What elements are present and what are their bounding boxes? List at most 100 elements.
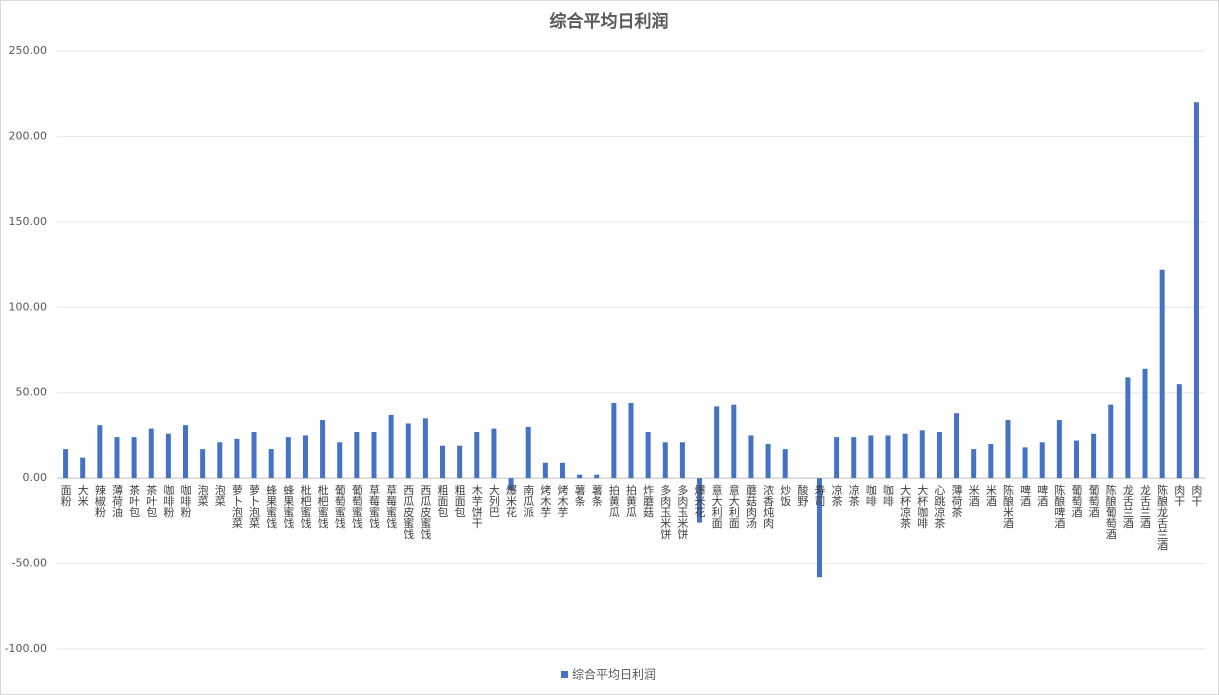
x-tick-label: 大米 [76, 483, 89, 507]
bar [919, 430, 925, 479]
x-tick-label: 大杯咖啡 [916, 483, 929, 528]
x-tick-label: 粗面包 [453, 484, 466, 517]
x-tick-label: 米酒 [984, 484, 997, 507]
y-tick-label: 150.00 [9, 215, 48, 228]
x-tick-label: 葡萄蜜饯 [333, 484, 346, 528]
bar [971, 449, 977, 479]
bar [542, 462, 548, 479]
x-tick-label: 酸野 [796, 483, 809, 506]
x-tick-label: 陈酿葡萄酒 [1104, 483, 1117, 540]
x-tick-label: 葡萄酒 [1087, 484, 1100, 518]
bar [234, 438, 240, 479]
y-tick-label: 50.00 [16, 386, 48, 399]
bar [371, 432, 377, 479]
x-tick-label: 蜂果蜜饯 [265, 483, 278, 528]
x-tick-label: 葡萄蜜饯 [350, 484, 363, 528]
y-tick-label: 250.00 [9, 44, 48, 57]
x-tick-label: 草莓蜜饯 [367, 484, 380, 528]
x-tick-label: 龙舌兰酒 [1121, 484, 1134, 529]
x-tick-label: 辣椒粉 [93, 483, 106, 517]
bar [885, 435, 891, 479]
x-tick-label: 大列巴 [487, 483, 500, 517]
bar [1193, 102, 1199, 479]
x-tick-label: 米酒 [967, 484, 980, 507]
bar [611, 402, 617, 479]
x-tick-label: 烤木芋 [539, 483, 552, 517]
bar [851, 437, 857, 479]
x-tick-label: 浓香炖肉 [762, 484, 775, 528]
x-tick-label: 意大利面 [727, 483, 740, 528]
x-tick-label: 凉茶 [830, 483, 843, 506]
x-tick-label: 拍黄瓜 [625, 483, 638, 517]
chart-title: 综合平均日利润 [550, 11, 669, 32]
x-tick-label: 萝卜泡菜 [230, 484, 243, 529]
x-tick-label: 咖啡粉 [179, 483, 192, 517]
x-tick-label: 炒饭 [779, 484, 792, 507]
bar [1142, 368, 1148, 479]
x-tick-label: 心跳凉茶 [933, 484, 946, 528]
bar [679, 442, 685, 479]
x-tick-label: 蘑菇肉汤 [744, 484, 757, 529]
bar [594, 474, 600, 479]
x-tick-label: 面粉 [59, 484, 72, 506]
bar [731, 404, 737, 479]
x-tick-label: 枇杷蜜饯 [316, 483, 329, 528]
x-tick-label: 多肉玉米饼 [676, 483, 689, 540]
bar [165, 433, 171, 479]
y-tick-label: 100.00 [9, 300, 48, 313]
x-tick-label: 炸蘑菇 [642, 484, 655, 518]
bar [457, 445, 463, 479]
x-tick-label: 枇杷蜜饯 [299, 483, 312, 528]
x-tick-label: 西瓜皮蜜饯 [419, 484, 432, 539]
bar [80, 457, 86, 479]
bar [714, 406, 720, 479]
legend-swatch [561, 671, 568, 678]
y-tick-label: -100.00 [5, 642, 47, 655]
x-tick-label: 南瓜派 [522, 484, 535, 517]
bar [765, 443, 771, 479]
x-tick-label: 龙舌兰酒 [1139, 484, 1152, 529]
x-tick-label: 咖啡 [864, 483, 877, 506]
bar [1073, 440, 1079, 479]
bar [422, 418, 428, 479]
x-tick-label: 薄荷茶 [950, 483, 963, 517]
bar [577, 474, 583, 479]
x-tick-label: 陈酿米酒 [1001, 483, 1014, 529]
bar [148, 428, 154, 479]
y-tick-label: 0.00 [23, 471, 48, 484]
x-tick-label: 爆米花 [505, 483, 518, 517]
x-tick-label: 意大利面 [710, 483, 723, 528]
bar [988, 443, 994, 479]
x-tick-label: 西瓜皮蜜饯 [402, 484, 415, 539]
bar [1125, 377, 1131, 479]
x-tick-label: 啤酒 [1019, 483, 1032, 507]
x-tick-label: 粗面包 [436, 484, 449, 517]
x-tick-label: 茶叶包 [145, 484, 158, 517]
x-tick-label: 草莓蜜饯 [385, 484, 398, 528]
bar [936, 432, 942, 479]
bar [902, 433, 908, 479]
x-tick-label: 咖啡 [882, 483, 895, 506]
bar [63, 449, 69, 479]
y-tick-label: -50.00 [12, 557, 47, 570]
x-tick-label: 烤木芋 [556, 483, 569, 517]
x-tick-label: 爆米花 [693, 483, 706, 517]
x-tick-label: 蜂果蜜饯 [282, 483, 295, 528]
x-tick-label: 拍黄瓜 [607, 483, 620, 517]
bar [200, 449, 206, 479]
bar [131, 437, 137, 479]
legend-label: 综合平均日利润 [572, 667, 656, 682]
bar [697, 478, 703, 523]
bar [748, 435, 754, 479]
bar [474, 432, 480, 479]
bar [662, 442, 668, 479]
bar [320, 420, 326, 479]
bar [834, 437, 840, 479]
x-tick-label: 寿司 [813, 483, 826, 506]
bar [302, 435, 308, 479]
bar [954, 413, 960, 479]
bar [1108, 404, 1114, 479]
bar [285, 437, 291, 479]
